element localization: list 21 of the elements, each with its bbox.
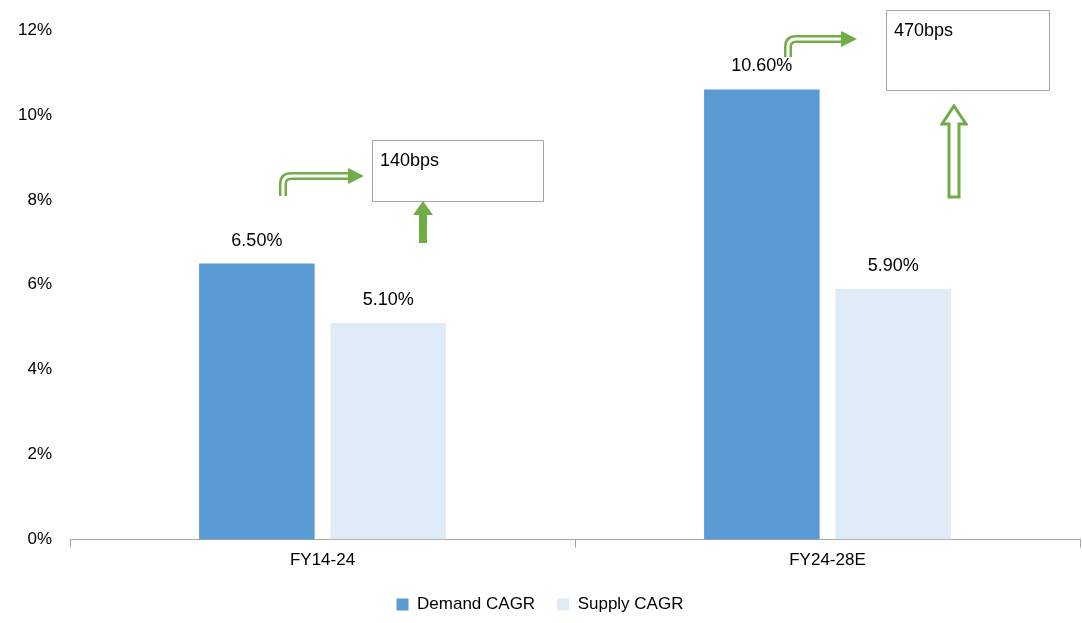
bar [835,289,951,540]
y-tick-label: 12% [17,19,53,39]
bar [330,323,446,540]
legend-label: Supply CAGR [577,594,684,614]
legend-label: Demand CAGR [417,594,536,614]
y-tick-label: 6% [27,274,53,294]
annotation: 140bps [380,149,440,170]
bar [199,263,315,540]
y-tick-label: 4% [27,359,53,379]
data-label: 5.90% [867,255,919,276]
data-label: 6.50% [231,229,283,250]
data-label: 10.60% [731,55,793,76]
x-tick-label: FY14-24 [289,550,356,570]
y-tick-label: 0% [27,529,53,549]
y-tick-label: 10% [17,104,53,124]
y-tick-label: 2% [27,444,53,464]
y-tick-label: 8% [27,189,53,209]
annotation: 470bps [894,19,954,40]
data-label: 5.10% [362,288,414,309]
x-tick-label: FY24-28E [789,550,866,570]
bar [704,89,820,540]
